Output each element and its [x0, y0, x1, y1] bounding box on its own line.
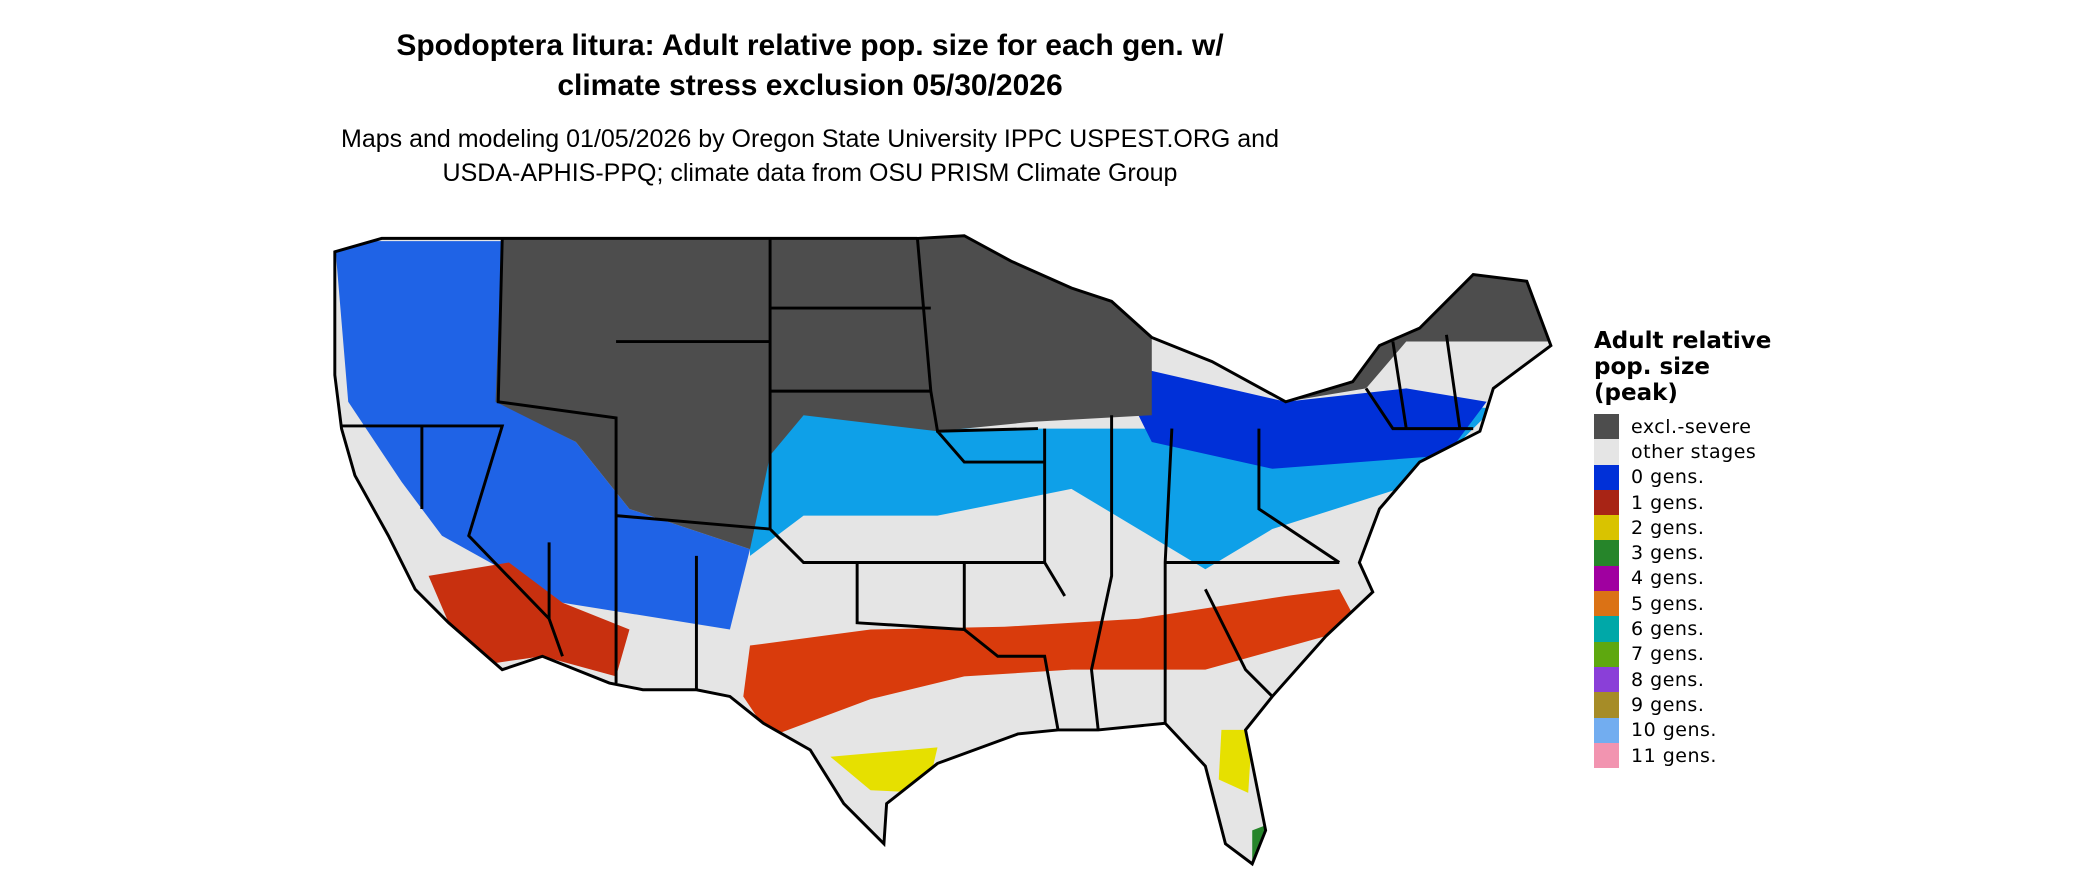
- legend-label: 9 gens.: [1631, 693, 1705, 716]
- one-gen-area: [743, 589, 1360, 737]
- zero-gens-area-west: [334, 241, 750, 630]
- legend-swatch: [1594, 515, 1619, 541]
- legend-swatch: [1594, 439, 1619, 465]
- two-gens-area-florida: [1218, 729, 1253, 793]
- map-title: Spodoptera litura: Adult relative pop. s…: [0, 26, 1620, 106]
- legend-swatch: [1594, 717, 1619, 743]
- legend-label: excl.-severe: [1631, 415, 1752, 438]
- legend-title-line: Adult relative: [1594, 328, 1772, 354]
- legend-item: 5 gens.: [1594, 591, 1771, 617]
- title-line-1: Spodoptera litura: Adult relative pop. s…: [396, 29, 1224, 62]
- state-borders: [333, 234, 1553, 866]
- two-gens-area-texas: [830, 747, 938, 793]
- legend-label: 0 gens.: [1631, 466, 1705, 489]
- legend-label: 5 gens.: [1631, 592, 1705, 615]
- legend-item: 0 gens.: [1594, 464, 1771, 490]
- legend-swatch: [1594, 616, 1619, 642]
- zero-gens-area-north: [1111, 361, 1487, 469]
- legend-item: other stages: [1594, 439, 1771, 465]
- legend-item: 1 gens.: [1594, 489, 1771, 516]
- legend-item: 7 gens.: [1594, 641, 1771, 667]
- legend-swatch: [1594, 692, 1619, 718]
- legend-swatch: [1594, 489, 1619, 516]
- legend-title: Adult relative pop. size (peak): [1594, 328, 1771, 406]
- legend-item: 2 gens.: [1594, 515, 1771, 541]
- legend-swatch: [1594, 641, 1619, 667]
- legend-swatch: [1594, 464, 1619, 490]
- legend: Adult relative pop. size (peak) excl.-se…: [1594, 328, 1771, 769]
- map-subtitle: Maps and modeling 01/05/2026 by Oregon S…: [0, 122, 1620, 190]
- legend-swatch: [1594, 742, 1619, 769]
- legend-label: other stages: [1631, 440, 1757, 463]
- legend-item: 8 gens.: [1594, 666, 1771, 693]
- legend-swatch: [1594, 591, 1619, 617]
- legend-label: 8 gens.: [1631, 668, 1705, 691]
- legend-swatch: [1594, 666, 1619, 693]
- legend-label: 1 gens.: [1631, 491, 1705, 514]
- subtitle-line-2: USDA-APHIS-PPQ; climate data from OSU PR…: [442, 159, 1178, 187]
- legend-label: 10 gens.: [1631, 719, 1717, 742]
- legend-label: 7 gens.: [1631, 643, 1705, 666]
- legend-item: excl.-severe: [1594, 414, 1771, 440]
- legend-item: 4 gens.: [1594, 565, 1771, 592]
- legend-title-line: (peak): [1594, 380, 1678, 406]
- legend-item: 9 gens.: [1594, 692, 1771, 718]
- legend-item: 3 gens.: [1594, 540, 1771, 566]
- legend-item: 6 gens.: [1594, 616, 1771, 642]
- legend-label: 6 gens.: [1631, 618, 1705, 641]
- legend-item: 10 gens.: [1594, 717, 1771, 743]
- legend-swatch: [1594, 414, 1619, 440]
- legend-swatch: [1594, 565, 1619, 592]
- legend-swatch: [1594, 540, 1619, 566]
- legend-item: 11 gens.: [1594, 742, 1771, 769]
- legend-title-line: pop. size: [1594, 354, 1711, 380]
- legend-label: 3 gens.: [1631, 542, 1705, 565]
- title-line-2: climate stress exclusion 05/30/2026: [557, 69, 1063, 102]
- legend-label: 2 gens.: [1631, 516, 1705, 539]
- legend-label: 11 gens.: [1631, 744, 1717, 767]
- legend-items: excl.-severe other stages 0 gens. 1 gens. 2 …: [1594, 414, 1771, 769]
- legend-label: 4 gens.: [1631, 567, 1705, 590]
- subtitle-line-1: Maps and modeling 01/05/2026 by Oregon S…: [341, 125, 1279, 153]
